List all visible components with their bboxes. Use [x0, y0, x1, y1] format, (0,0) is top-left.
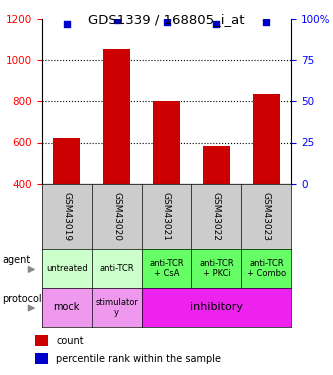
Text: anti-TCR
+ PKCi: anti-TCR + PKCi — [199, 259, 234, 278]
Bar — [35, 353, 48, 364]
Point — [214, 21, 219, 27]
Text: inhibitory: inhibitory — [190, 302, 243, 312]
Bar — [153, 101, 180, 184]
Point — [164, 19, 169, 25]
Point — [264, 19, 269, 25]
Text: anti-TCR
+ Combo: anti-TCR + Combo — [247, 259, 286, 278]
Point — [64, 21, 69, 27]
Bar — [203, 146, 230, 184]
Text: count: count — [56, 336, 84, 345]
Text: protocol: protocol — [2, 294, 42, 304]
Bar — [35, 335, 48, 346]
Text: agent: agent — [2, 255, 30, 265]
Bar — [53, 138, 80, 184]
Text: anti-TCR: anti-TCR — [99, 264, 134, 273]
Text: GSM43019: GSM43019 — [62, 192, 71, 241]
Text: anti-TCR
+ CsA: anti-TCR + CsA — [149, 259, 184, 278]
Bar — [103, 49, 130, 184]
Text: GDS1339 / 168805_i_at: GDS1339 / 168805_i_at — [88, 13, 245, 26]
Text: mock: mock — [53, 302, 80, 312]
Text: percentile rank within the sample: percentile rank within the sample — [56, 354, 221, 363]
Text: GSM43022: GSM43022 — [212, 192, 221, 241]
Bar — [253, 94, 280, 184]
Text: untreated: untreated — [46, 264, 87, 273]
Text: GSM43023: GSM43023 — [262, 192, 271, 241]
Point — [114, 17, 119, 23]
Text: GSM43021: GSM43021 — [162, 192, 171, 241]
Text: stimulator
y: stimulator y — [95, 298, 138, 317]
Text: GSM43020: GSM43020 — [112, 192, 121, 241]
